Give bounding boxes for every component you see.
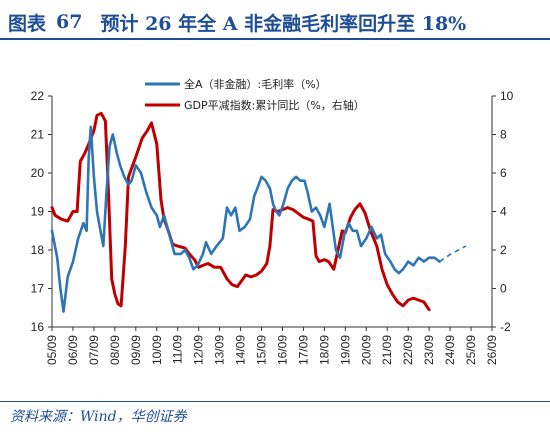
x-tick-label: 11/09: [171, 335, 185, 364]
left-tick-label: 19: [31, 205, 45, 219]
title-rule: [0, 38, 550, 40]
gross-margin-forecast-line: [439, 245, 467, 263]
left-tick-label: 16: [31, 320, 45, 334]
right-tick-label: -2: [500, 320, 511, 334]
x-tick-label: 17/09: [296, 335, 310, 365]
x-tick-label: 10/09: [150, 335, 164, 365]
gross-margin-line: [50, 125, 441, 313]
x-tick-label: 05/09: [45, 335, 59, 365]
x-tick-label: 25/09: [464, 335, 478, 365]
x-tick-label: 26/09: [485, 335, 499, 365]
legend-label: 全A（非金融）:毛利率（%）: [184, 77, 327, 91]
x-tick-label: 12/09: [192, 335, 206, 365]
x-tick-label: 15/09: [255, 335, 269, 365]
left-tick-label: 21: [31, 128, 45, 142]
right-tick-label: 10: [500, 89, 514, 103]
right-tick-label: 2: [500, 243, 507, 257]
figure-title: 图表 67 预计 26 年全 A 非金融毛利率回升至 18%: [8, 6, 542, 38]
figure-number: 67: [56, 11, 83, 33]
x-tick-label: 24/09: [443, 335, 457, 365]
x-tick-label: 23/09: [422, 335, 436, 365]
x-tick-label: 19/09: [338, 335, 352, 365]
left-tick-label: 22: [31, 89, 45, 103]
x-tick-label: 06/09: [66, 335, 80, 365]
x-tick-label: 20/09: [359, 335, 373, 365]
x-tick-label: 22/09: [401, 335, 415, 365]
x-tick-label: 18/09: [317, 335, 331, 365]
source-rule: [0, 401, 550, 402]
source-note: 资料来源：Wind，华创证券: [10, 409, 187, 425]
left-tick-label: 18: [31, 243, 45, 257]
x-tick-label: 14/09: [234, 335, 248, 365]
figure-heading: 预计 26 年全 A 非金融毛利率回升至 18%: [100, 12, 467, 35]
chart: 16 17 18 19 20 21 22 -2 0 2 4 6 8 10 05/09 06/09 07/09…: [31, 77, 514, 365]
right-tick-label: 6: [500, 166, 507, 180]
series-lines: [50, 111, 467, 313]
right-tick-label: 4: [500, 205, 507, 219]
x-tick-label: 16/09: [275, 335, 289, 365]
right-tick-label: 8: [500, 128, 507, 142]
left-tick-label: 20: [31, 166, 45, 180]
x-tick-label: 21/09: [380, 335, 394, 365]
left-tick-label: 17: [31, 282, 45, 296]
gdp-deflator-line: [50, 111, 431, 312]
right-tick-label: 0: [500, 282, 507, 296]
x-tick-label: 09/09: [129, 335, 143, 365]
x-tick-label: 13/09: [213, 335, 227, 365]
right-axis-ticks: -2 0 2 4 6 8 10: [492, 89, 514, 334]
legend-label: GDP平减指数:累计同比（%，右轴）: [184, 98, 365, 112]
left-axis-ticks: 16 17 18 19 20 21 22: [31, 89, 52, 334]
legend: 全A（非金融）:毛利率（%） GDP平减指数:累计同比（%，右轴）: [145, 77, 365, 112]
x-tick-label: 08/09: [108, 335, 122, 365]
figure-label: 图表: [8, 12, 47, 35]
x-tick-label: 07/09: [87, 335, 101, 365]
x-axis-ticks: 05/09 06/09 07/09 08/09 09/09 10/09 11/09 12/09…: [45, 327, 499, 365]
